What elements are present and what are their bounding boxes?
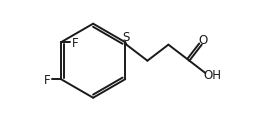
Text: S: S [122, 31, 130, 44]
Text: F: F [44, 73, 50, 86]
Text: O: O [198, 34, 208, 47]
Text: OH: OH [203, 68, 221, 81]
Text: F: F [72, 36, 79, 49]
